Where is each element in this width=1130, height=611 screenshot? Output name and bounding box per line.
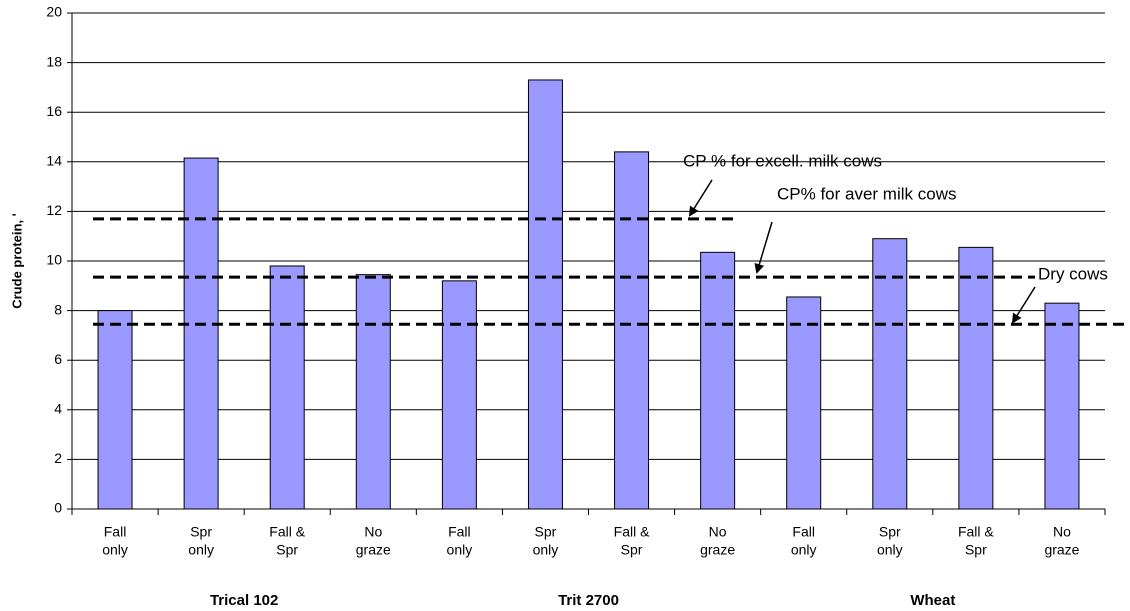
y-tick-label: 4 bbox=[54, 401, 62, 417]
y-tick-label: 14 bbox=[46, 153, 62, 169]
x-tick-label: Spr bbox=[190, 524, 212, 540]
y-tick-label: 6 bbox=[54, 351, 62, 367]
bar bbox=[527, 79, 563, 510]
y-axis-title: Crude protein, ' bbox=[9, 213, 24, 309]
annotation: CP % for excell. milk cows bbox=[683, 151, 882, 170]
y-tick-label: 18 bbox=[46, 53, 62, 69]
x-tick-label: Spr bbox=[535, 524, 557, 540]
x-tick-label: graze bbox=[700, 542, 735, 558]
bar bbox=[614, 151, 650, 510]
y-tick-label: 16 bbox=[46, 103, 62, 119]
bar bbox=[958, 246, 994, 510]
x-tick-label: only bbox=[102, 542, 128, 558]
bar bbox=[872, 238, 908, 510]
group-label: Wheat bbox=[910, 592, 955, 609]
y-tick-label: 8 bbox=[54, 301, 62, 317]
annotation-arrow bbox=[1011, 286, 1036, 324]
bar bbox=[1044, 302, 1080, 510]
bar bbox=[786, 296, 822, 510]
x-tick-label: No bbox=[364, 524, 382, 540]
x-tick-label: only bbox=[533, 542, 559, 558]
annotation: Dry cows bbox=[1038, 264, 1108, 283]
y-tick-label: 2 bbox=[54, 450, 62, 466]
x-tick-label: only bbox=[447, 542, 473, 558]
bar bbox=[441, 280, 477, 510]
x-tick-label: Fall & bbox=[269, 524, 305, 540]
x-tick-label: Fall bbox=[792, 524, 815, 540]
y-tick-label: 0 bbox=[54, 500, 62, 516]
x-tick-label: Fall bbox=[448, 524, 471, 540]
x-tick-label: only bbox=[188, 542, 214, 558]
bar bbox=[97, 310, 133, 510]
x-tick-label: Fall & bbox=[958, 524, 994, 540]
x-tick-label: Spr bbox=[965, 542, 987, 558]
bar bbox=[183, 157, 219, 510]
annotation: CP% for aver milk cows bbox=[777, 184, 956, 203]
x-tick-label: Spr bbox=[621, 542, 643, 558]
x-tick-label: graze bbox=[1044, 542, 1079, 558]
x-tick-label: Spr bbox=[276, 542, 298, 558]
x-tick-label: No bbox=[1053, 524, 1071, 540]
y-tick-label: 10 bbox=[46, 252, 62, 268]
bar bbox=[269, 265, 305, 510]
x-tick-label: graze bbox=[356, 542, 391, 558]
x-tick-label: Fall bbox=[104, 524, 127, 540]
x-tick-label: Fall & bbox=[614, 524, 650, 540]
x-tick-label: only bbox=[791, 542, 817, 558]
bar bbox=[355, 274, 391, 510]
y-tick-label: 20 bbox=[46, 4, 62, 20]
x-tick-label: only bbox=[877, 542, 903, 558]
x-tick-label: No bbox=[709, 524, 727, 540]
group-label: Trical 102 bbox=[210, 592, 278, 609]
x-tick-label: Spr bbox=[879, 524, 901, 540]
bar bbox=[700, 251, 736, 510]
annotation-arrow bbox=[754, 221, 773, 274]
annotation-arrow bbox=[688, 179, 713, 217]
group-label: Trit 2700 bbox=[558, 592, 619, 609]
y-tick-label: 12 bbox=[46, 202, 62, 218]
